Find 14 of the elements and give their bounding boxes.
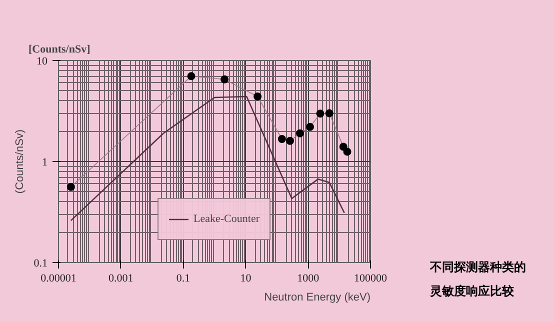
y-tick-label: 1 (42, 156, 48, 168)
x-tick-label: 0.001 (108, 272, 134, 284)
x-tick-label: 0.1 (176, 272, 190, 284)
text: 不同探测器种类的灵敏度响应比较 (430, 259, 527, 300)
y-axis-title: (Counts/nSv) (14, 129, 26, 194)
x-axis-title: Neutron Energy (keV) (264, 292, 371, 304)
x-tick-label: 100000 (354, 272, 388, 284)
y-tick-label: 10 (36, 56, 48, 68)
x-tick-label: 1000 (297, 272, 320, 284)
legend-label: Leake-Counter (194, 213, 260, 225)
x-tick-label: 0.00001 (40, 272, 76, 284)
y-tick-label: 0.1 (34, 258, 48, 270)
chart-title: [Counts/nSv] (28, 44, 90, 56)
x-tick-label: 10 (240, 272, 252, 284)
